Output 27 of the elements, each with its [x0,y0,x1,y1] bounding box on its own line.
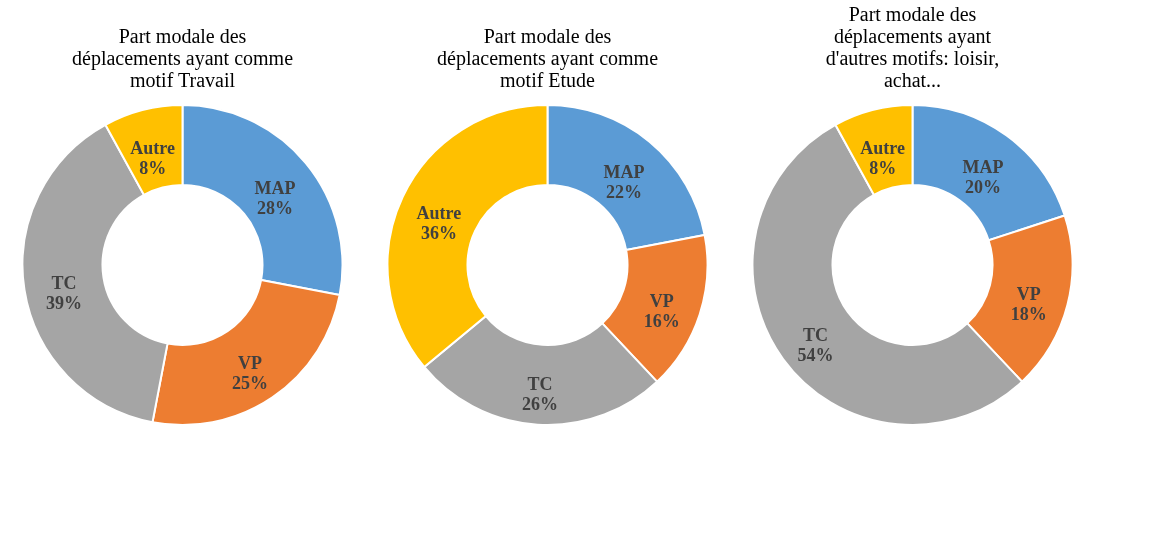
slice-label: VP [649,291,674,312]
data-label: 25% [231,373,268,394]
slice-label: MAP [603,161,645,182]
data-label: 26% [521,393,558,414]
chart-title: Part modale des déplacements ayant comme motif Travail [71,25,294,91]
data-label: 36% [420,222,457,243]
slice-label: TC [802,324,828,345]
data-label: 20% [965,176,1002,197]
slice-label: TC [527,373,553,394]
slice-label: MAP [254,177,296,198]
data-label: 16% [643,311,680,332]
slice-label: Autre [416,202,462,223]
slice-label: Autre [860,137,905,158]
data-label: 8% [869,157,897,178]
data-label: 8% [139,157,167,178]
data-label: 22% [605,181,642,202]
slice-label: VP [237,353,262,374]
chart-title: Part modale des déplacements ayant d'autres motifs: loisir, achat... [825,3,1000,91]
data-label: 39% [45,292,82,313]
chart-title: Part modale des déplacements ayant comme motif Etude [436,25,659,91]
slice-label: VP [1016,283,1041,304]
data-label: 28% [256,197,293,218]
data-label: 54% [797,344,834,365]
data-label: 18% [1010,303,1047,324]
slice-label: Autre [130,137,175,158]
slice-label: MAP [962,156,1004,177]
slice-label: TC [51,272,77,293]
